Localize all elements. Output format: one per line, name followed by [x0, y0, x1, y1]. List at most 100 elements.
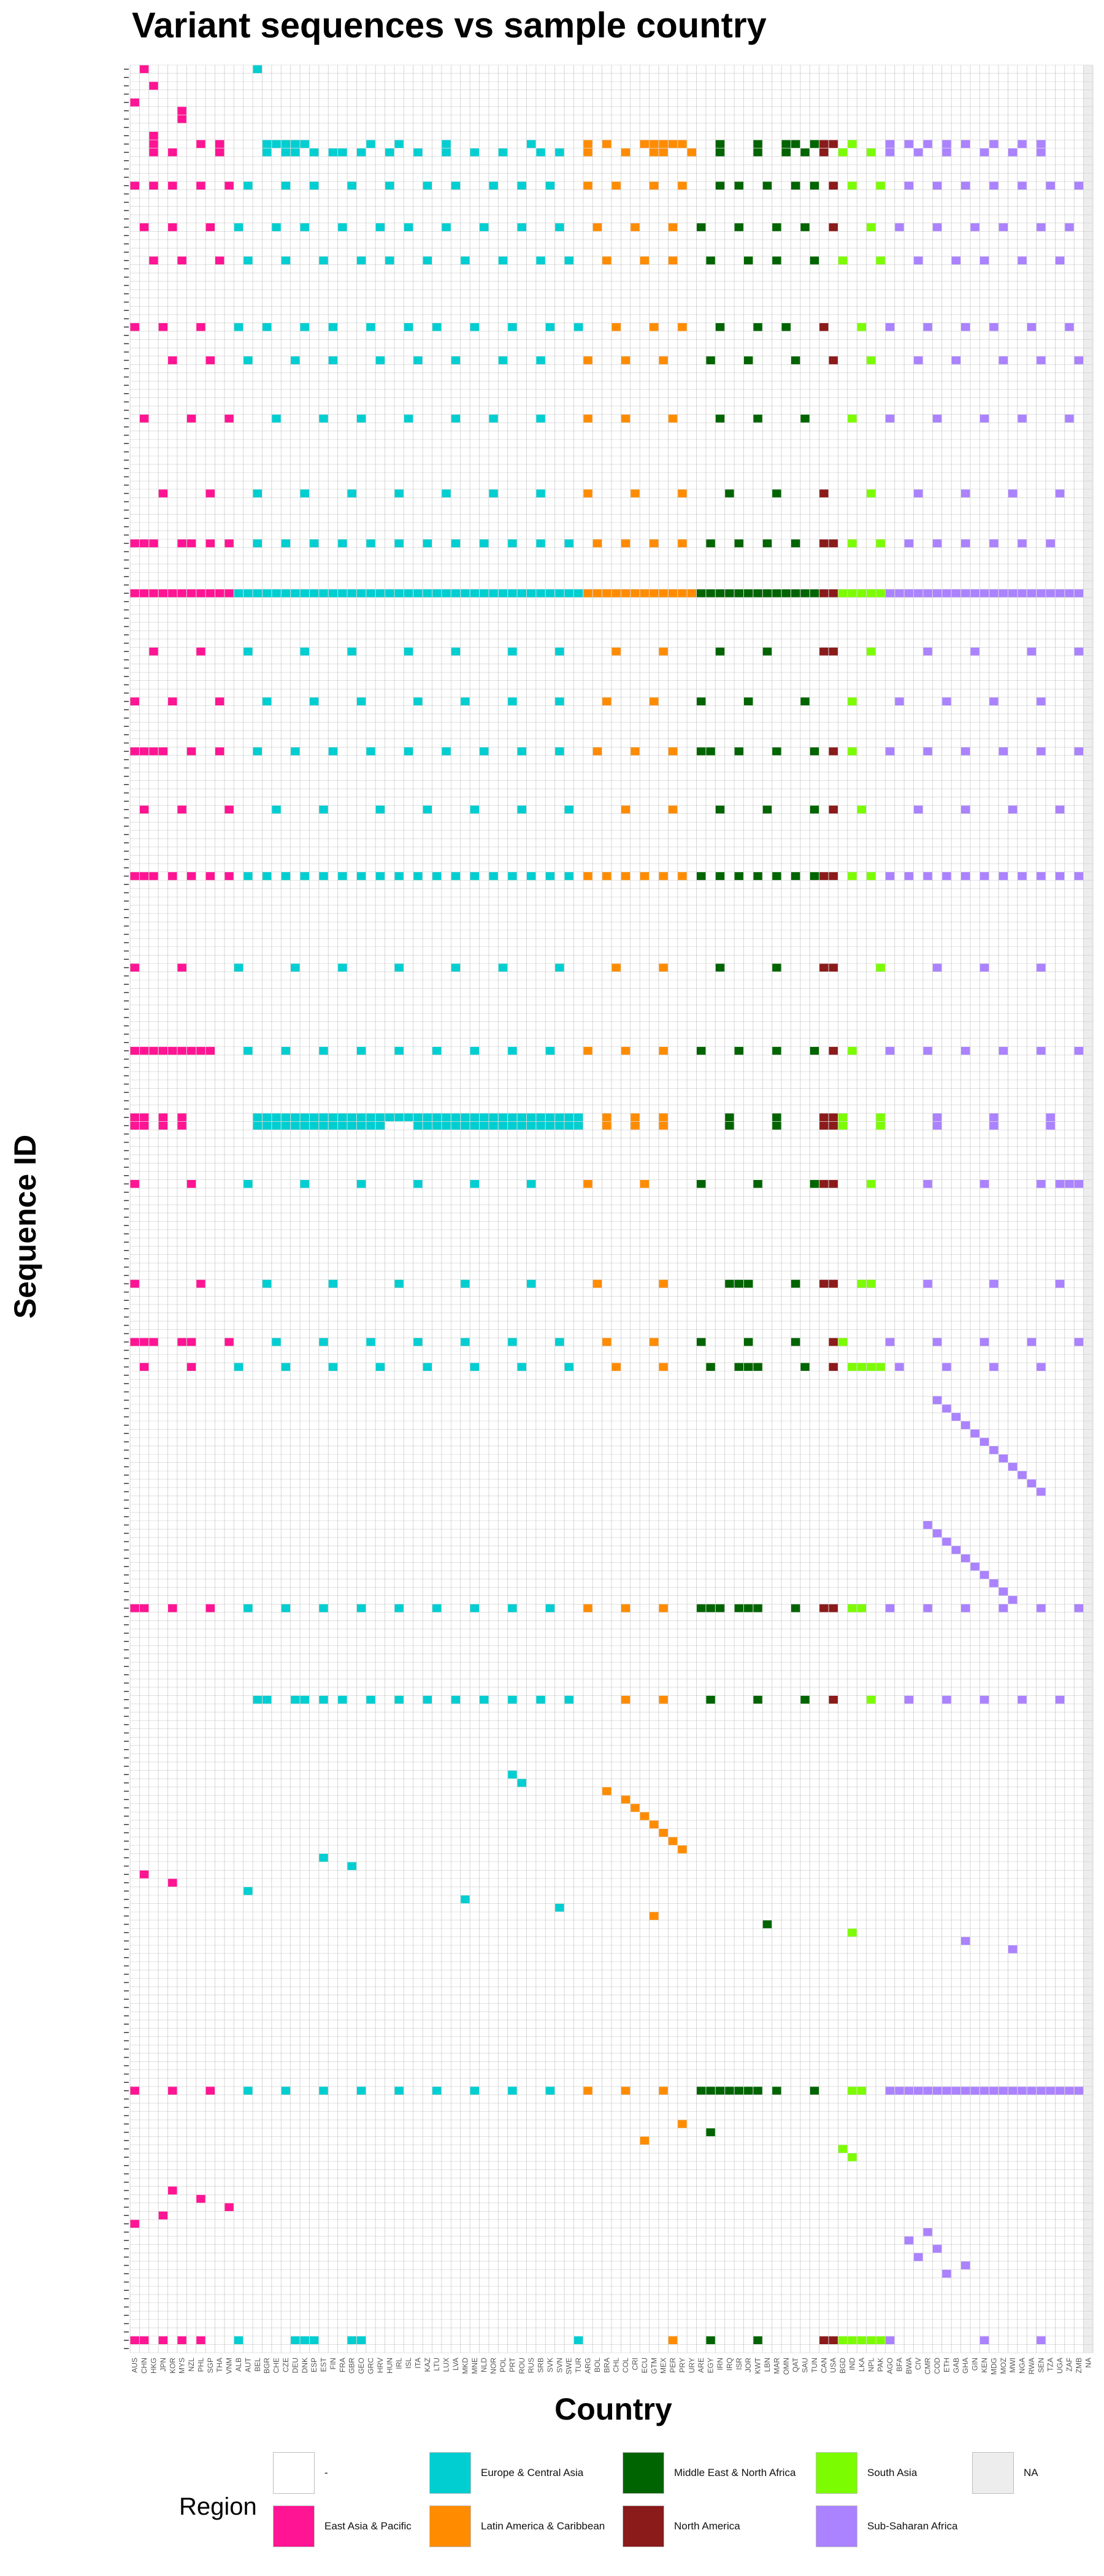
heatmap-cell [536, 356, 545, 364]
heatmap-cell [697, 872, 706, 880]
heatmap-cell [508, 589, 517, 597]
heatmap-cell [592, 747, 602, 756]
heatmap-cell [951, 1413, 961, 1421]
heatmap-cell [743, 1338, 753, 1346]
heatmap-cell [819, 1121, 829, 1130]
heatmap-cell [130, 1046, 139, 1055]
heatmap-cell [838, 1338, 848, 1346]
x-tick-label: GAB [952, 2358, 960, 2373]
heatmap-cell [1055, 1279, 1065, 1288]
heatmap-cell [867, 1363, 876, 1371]
heatmap-cell [508, 872, 517, 880]
heatmap-cell [829, 182, 838, 190]
heatmap-cell [243, 1604, 253, 1612]
heatmap-cell [526, 1113, 536, 1122]
heatmap-cell [848, 539, 857, 548]
heatmap-cell [1037, 589, 1046, 597]
heatmap-cell [640, 140, 650, 148]
heatmap-cell [800, 589, 810, 597]
x-tick-labels: AUS CHN HKG JPN KOR MYS NZL PHL SGP THA VNM ALB AUT B… [131, 2357, 1093, 2375]
heatmap-cell [451, 1695, 461, 1704]
x-tick-label: GRC [367, 2358, 375, 2374]
heatmap-cell [687, 148, 697, 156]
heatmap-cell [829, 1695, 838, 1704]
heatmap-cell [158, 2211, 168, 2220]
heatmap-cell [130, 2220, 139, 2228]
heatmap-cell [838, 2145, 848, 2153]
heatmap-cell [1037, 1046, 1046, 1055]
heatmap-cell [857, 1279, 867, 1288]
heatmap-cell [253, 1113, 262, 1122]
heatmap-cell [404, 589, 413, 597]
heatmap-cell [243, 182, 253, 190]
heatmap-cell [1074, 2087, 1084, 2095]
heatmap-cell [668, 256, 678, 265]
heatmap-cell [734, 1604, 743, 1612]
x-tick-label: URY [688, 2358, 696, 2373]
heatmap-cell [706, 2087, 715, 2095]
heatmap-cell [526, 1279, 536, 1288]
heatmap-cell [914, 356, 923, 364]
heatmap-cell [149, 747, 158, 756]
heatmap-cell [177, 805, 186, 814]
heatmap-cell [706, 539, 715, 548]
heatmap-cell [545, 182, 555, 190]
heatmap-cell [130, 2336, 139, 2345]
heatmap-cell [989, 182, 999, 190]
heatmap-cell [461, 256, 470, 265]
heatmap-cell [1065, 2087, 1074, 2095]
heatmap-cell [309, 2336, 319, 2345]
heatmap-cell [979, 1695, 989, 1704]
heatmap-cell [356, 872, 366, 880]
heatmap-cell [923, 747, 932, 756]
heatmap-cell [781, 140, 791, 148]
heatmap-cell [545, 1046, 555, 1055]
heatmap-cell [272, 1113, 281, 1122]
heatmap-cell [300, 1121, 309, 1130]
x-tick-label: IRL [395, 2358, 404, 2369]
heatmap-cell [650, 697, 659, 705]
heatmap-cell [1018, 872, 1027, 880]
heatmap-cell [432, 589, 442, 597]
heatmap-cell [989, 1446, 999, 1454]
heatmap-cell [451, 182, 461, 190]
heatmap-cell [914, 805, 923, 814]
heatmap-cell [413, 356, 423, 364]
heatmap-cell [961, 872, 970, 880]
heatmap-cell [451, 1121, 461, 1130]
heatmap-cell [951, 1546, 961, 1554]
heatmap-cell [139, 1046, 149, 1055]
heatmap-cell [914, 256, 923, 265]
heatmap-cell [423, 1363, 432, 1371]
heatmap-cell [583, 589, 592, 597]
heatmap-cell [139, 2336, 149, 2345]
heatmap-cell [404, 223, 413, 231]
x-tick-label: BOL [593, 2358, 602, 2372]
heatmap-cell [867, 1179, 876, 1188]
heatmap-cell [356, 589, 366, 597]
heatmap-cell [224, 1338, 234, 1346]
heatmap-cell [1037, 964, 1046, 972]
heatmap-cell [139, 872, 149, 880]
heatmap-cell [186, 1046, 196, 1055]
heatmap-cell [678, 140, 687, 148]
heatmap-cell [979, 589, 989, 597]
heatmap-cell [1027, 1479, 1037, 1487]
y-tick-marks [124, 69, 129, 2349]
heatmap-cell [848, 747, 857, 756]
heatmap-cell [838, 1121, 848, 1130]
heatmap-cell [177, 539, 186, 548]
heatmap-cell [885, 747, 895, 756]
heatmap-cell [970, 1562, 979, 1571]
heatmap-cell [480, 1113, 489, 1122]
heatmap-cell [1008, 148, 1018, 156]
heatmap-cell [253, 539, 262, 548]
heatmap-cell [772, 489, 781, 497]
heatmap-cell [668, 140, 678, 148]
x-tick-label: MYS [178, 2358, 186, 2374]
heatmap-cell [961, 2261, 970, 2269]
heatmap-cell [281, 872, 291, 880]
heatmap-cell [762, 539, 772, 548]
heatmap-cell [291, 747, 300, 756]
heatmap-cell [979, 256, 989, 265]
